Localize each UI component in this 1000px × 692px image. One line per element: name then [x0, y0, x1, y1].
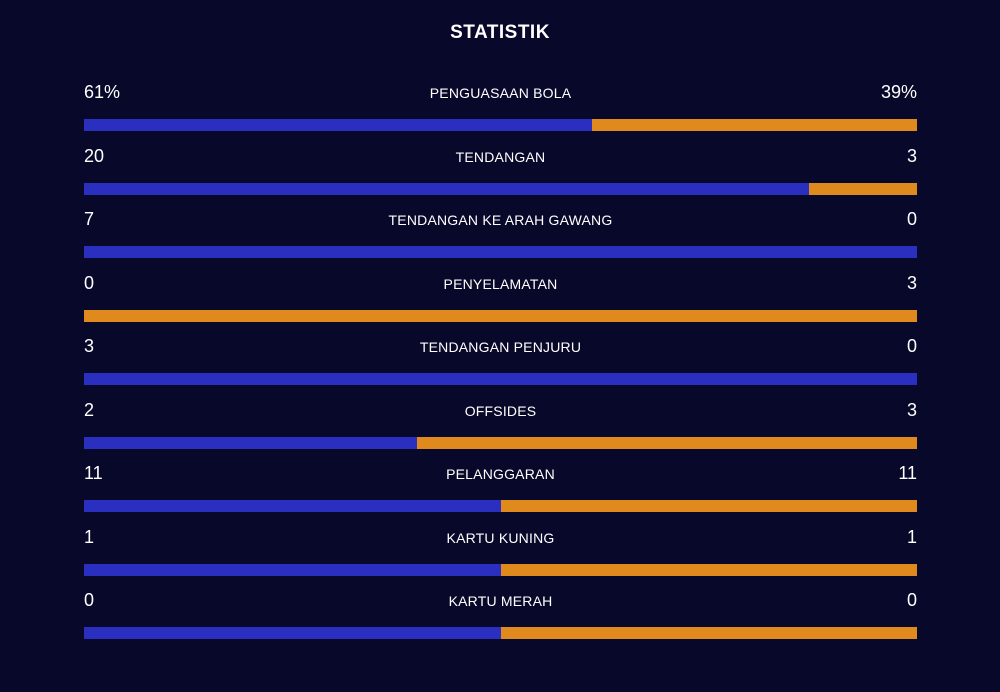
- stat-row: 20 TENDANGAN 3: [84, 143, 917, 207]
- stat-label: TENDANGAN: [455, 148, 546, 165]
- comparison-bar: [84, 246, 917, 258]
- away-value: 3: [906, 272, 917, 293]
- stat-header: 3 TENDANGAN PENJURU 0: [84, 333, 917, 363]
- stat-row: 2 OFFSIDES 3: [84, 397, 917, 461]
- away-value: 39%: [880, 82, 917, 102]
- home-bar-segment: [84, 436, 418, 449]
- away-bar-segment: [417, 436, 917, 449]
- stat-header: 20 TENDANGAN 3: [84, 143, 917, 173]
- home-value: 1: [84, 526, 95, 547]
- comparison-bar: [84, 627, 917, 639]
- comparison-bar: [84, 500, 917, 512]
- away-value: 3: [906, 145, 917, 166]
- stat-row: 0 KARTU MERAH 0: [84, 587, 917, 651]
- stat-row: 1 KARTU KUNING 1: [84, 524, 917, 588]
- home-bar-segment: [84, 563, 501, 576]
- comparison-bar: [84, 563, 917, 576]
- away-value: 0: [906, 336, 917, 356]
- stat-label: KARTU KUNING: [446, 529, 555, 546]
- home-bar-segment: [84, 119, 593, 131]
- stat-label: TENDANGAN PENJURU: [419, 339, 582, 355]
- stat-header: 7 TENDANGAN KE ARAH GAWANG 0: [84, 206, 917, 236]
- stat-label: PELANGGARAN: [446, 466, 555, 482]
- home-bar-segment: [84, 182, 809, 195]
- stat-header: 0 KARTU MERAH 0: [84, 587, 917, 617]
- away-value: 11: [898, 463, 917, 483]
- stat-header: 1 KARTU KUNING 1: [84, 524, 917, 554]
- home-value: 3: [84, 336, 95, 356]
- away-value: 0: [906, 590, 917, 610]
- home-value: 2: [84, 399, 95, 420]
- comparison-bar: [84, 119, 917, 131]
- stat-row: 0 PENYELAMATAN 3: [84, 270, 917, 334]
- away-bar-segment: [84, 309, 917, 322]
- home-value: 20: [84, 145, 105, 166]
- stat-row: 7 TENDANGAN KE ARAH GAWANG 0: [84, 206, 917, 270]
- home-bar-segment: [84, 246, 917, 258]
- home-value: 0: [84, 590, 95, 610]
- away-value: 1: [906, 526, 917, 547]
- stats-title: STATISTIK: [450, 22, 550, 43]
- home-bar-segment: [84, 500, 501, 512]
- stat-row: 61% PENGUASAAN BOLA 39%: [84, 79, 917, 143]
- stat-label: OFFSIDES: [464, 402, 537, 419]
- stat-header: 61% PENGUASAAN BOLA 39%: [84, 79, 917, 109]
- home-value: 7: [84, 209, 95, 229]
- home-value: 0: [84, 272, 95, 293]
- comparison-bar: [84, 182, 917, 195]
- away-bar-segment: [500, 500, 917, 512]
- stat-header: 0 PENYELAMATAN 3: [84, 270, 917, 300]
- home-bar-segment: [84, 627, 501, 639]
- stat-label: PENGUASAAN BOLA: [429, 85, 572, 101]
- stat-label: PENYELAMATAN: [443, 275, 558, 292]
- home-bar-segment: [84, 373, 917, 385]
- comparison-bar: [84, 373, 917, 385]
- home-value: 11: [84, 463, 103, 483]
- stat-label: TENDANGAN KE ARAH GAWANG: [388, 212, 613, 228]
- home-value: 61%: [84, 82, 121, 102]
- comparison-bar: [84, 436, 917, 449]
- stat-label: KARTU MERAH: [448, 593, 553, 609]
- stats-list: 61% PENGUASAAN BOLA 39% 20 TENDANGAN 3 7 TENDAN…: [84, 79, 917, 651]
- stat-header: 11 PELANGGARAN 11: [84, 460, 917, 490]
- away-bar-segment: [592, 119, 917, 131]
- stat-row: 3 TENDANGAN PENJURU 0: [84, 333, 917, 397]
- away-value: 3: [906, 399, 917, 420]
- stat-header: 2 OFFSIDES 3: [84, 397, 917, 427]
- comparison-bar: [84, 309, 917, 322]
- away-bar-segment: [500, 563, 917, 576]
- away-bar-segment: [808, 182, 917, 195]
- stat-row: 11 PELANGGARAN 11: [84, 460, 917, 524]
- away-value: 0: [906, 209, 917, 229]
- away-bar-segment: [500, 627, 917, 639]
